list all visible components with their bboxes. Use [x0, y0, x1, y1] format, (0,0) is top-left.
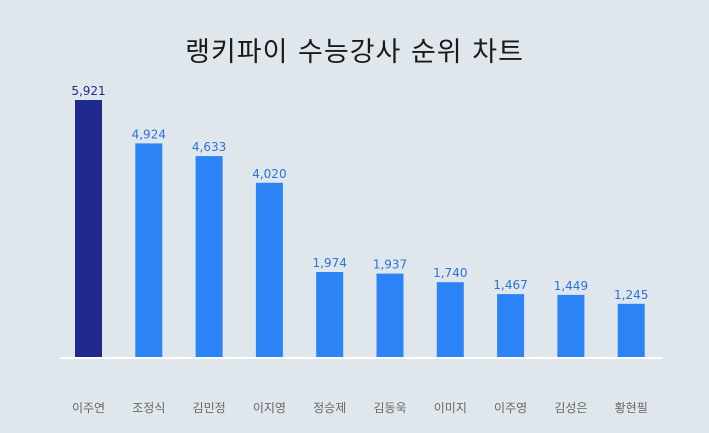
- bar-7: [436, 282, 464, 358]
- bar-8: [497, 294, 525, 358]
- category-label-7: 이미지: [434, 401, 467, 415]
- chart-title: 랭키파이 수능강사 순위 차트: [185, 37, 524, 68]
- category-label-2: 조정식: [132, 401, 165, 415]
- value-label-6: 1,937: [373, 258, 407, 272]
- category-label-6: 김동욱: [373, 401, 406, 415]
- value-label-10: 1,245: [614, 288, 648, 302]
- category-label-1: 이주연: [72, 401, 105, 415]
- bar-6: [376, 273, 404, 358]
- bars-layer: [75, 100, 645, 358]
- value-label-8: 1,467: [493, 278, 527, 292]
- value-label-4: 4,020: [252, 167, 286, 181]
- category-label-4: 이지영: [253, 401, 286, 415]
- bar-9: [557, 294, 585, 358]
- value-label-3: 4,633: [192, 140, 226, 154]
- bar-1: [75, 100, 102, 358]
- value-label-7: 1,740: [433, 266, 467, 280]
- value-label-5: 1,974: [313, 256, 347, 270]
- category-label-10: 황현필: [615, 401, 648, 415]
- bar-10: [617, 303, 645, 358]
- bar-2: [135, 143, 163, 358]
- value-label-9: 1,449: [554, 279, 588, 293]
- category-label-8: 이주영: [494, 401, 527, 415]
- category-label-5: 정승제: [313, 401, 346, 415]
- bar-5: [316, 272, 344, 358]
- bar-4: [255, 182, 283, 358]
- bar-3: [195, 156, 223, 358]
- value-label-1: 5,921: [71, 84, 105, 98]
- labels-layer: 5,921 이주연 4,924 조정식 4,633 김민정 4,020 이지영 1,974 정승제…: [71, 84, 648, 415]
- value-label-2: 4,924: [132, 127, 166, 141]
- category-label-3: 김민정: [193, 401, 226, 415]
- category-label-9: 김성은: [554, 401, 587, 415]
